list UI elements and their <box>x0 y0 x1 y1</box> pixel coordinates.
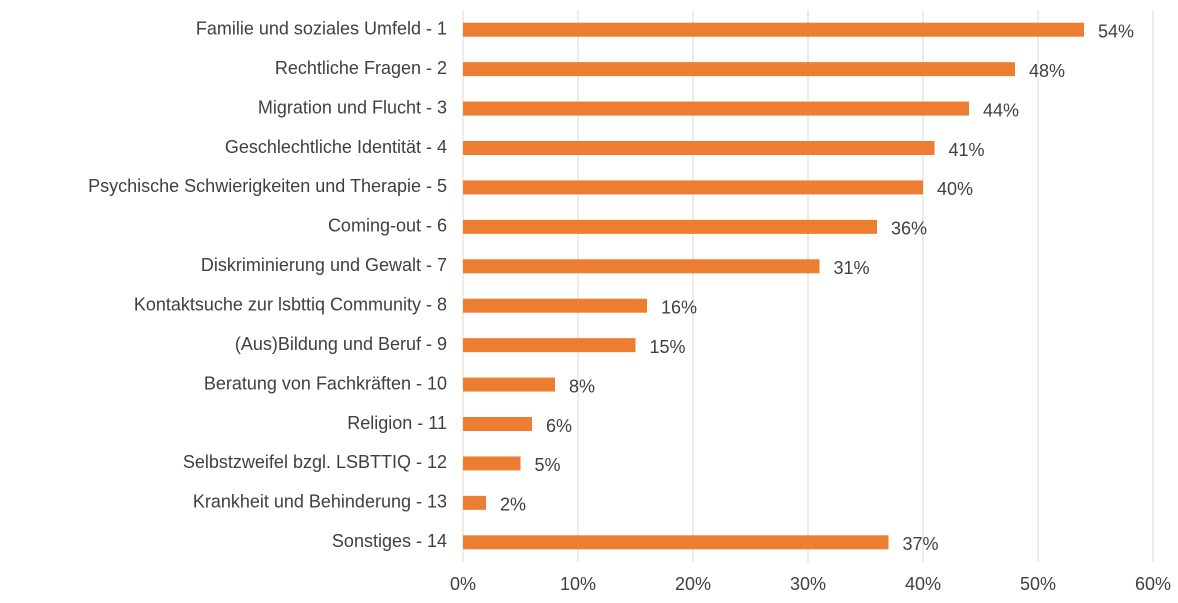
x-tick-label: 40% <box>905 574 941 594</box>
bar <box>463 456 521 471</box>
x-tick-label: 50% <box>1020 574 1056 594</box>
value-label: 8% <box>569 376 595 396</box>
bar <box>463 219 877 234</box>
bar <box>463 141 935 155</box>
value-label: 16% <box>661 297 697 317</box>
value-label: 6% <box>546 416 572 436</box>
value-label: 41% <box>949 140 985 160</box>
value-label: 36% <box>891 219 927 239</box>
bar <box>463 22 1084 37</box>
bar <box>463 62 1015 77</box>
value-label: 48% <box>1029 61 1065 81</box>
y-tick-label: Religion - 11 <box>347 413 447 433</box>
y-tick-label: Geschlechtliche Identität - 4 <box>225 137 447 157</box>
y-tick-label: Kontaktsuche zur lsbttiq Community - 8 <box>134 294 447 314</box>
value-label: 44% <box>983 100 1019 120</box>
bar <box>463 338 636 353</box>
x-tick-label: 60% <box>1135 574 1171 594</box>
y-tick-label: Beratung von Fachkräften - 10 <box>204 373 447 393</box>
bar <box>463 101 969 116</box>
y-tick-label: Psychische Schwierigkeiten und Therapie … <box>88 176 447 196</box>
value-label: 37% <box>903 534 939 554</box>
y-tick-label: Migration und Flucht - 3 <box>258 97 447 117</box>
value-label: 54% <box>1098 21 1134 41</box>
value-label: 15% <box>650 337 686 357</box>
bar <box>463 377 555 392</box>
y-tick-label: Krankheit und Behinderung - 13 <box>193 492 447 512</box>
x-tick-label: 20% <box>675 574 711 594</box>
bar <box>463 417 532 431</box>
value-label: 40% <box>937 179 973 199</box>
bar <box>463 180 923 195</box>
y-tick-label: Selbstzweifel bzgl. LSBTTIQ - 12 <box>183 452 447 472</box>
bar <box>463 259 820 274</box>
bar <box>463 298 647 313</box>
x-tick-label: 0% <box>450 574 476 594</box>
bar <box>463 495 486 510</box>
y-tick-label: Coming-out - 6 <box>328 216 447 236</box>
x-tick-label: 30% <box>790 574 826 594</box>
y-tick-label: Diskriminierung und Gewalt - 7 <box>201 255 447 275</box>
y-tick-label: (Aus)Bildung und Beruf - 9 <box>235 334 447 354</box>
value-label: 2% <box>500 495 526 515</box>
y-tick-label: Rechtliche Fragen - 2 <box>275 58 447 78</box>
x-tick-label: 10% <box>560 574 596 594</box>
y-tick-label: Familie und soziales Umfeld - 1 <box>196 18 447 38</box>
y-tick-label: Sonstiges - 14 <box>332 531 447 551</box>
value-label: 5% <box>535 455 561 475</box>
bar <box>463 535 889 550</box>
value-label: 31% <box>834 258 870 278</box>
